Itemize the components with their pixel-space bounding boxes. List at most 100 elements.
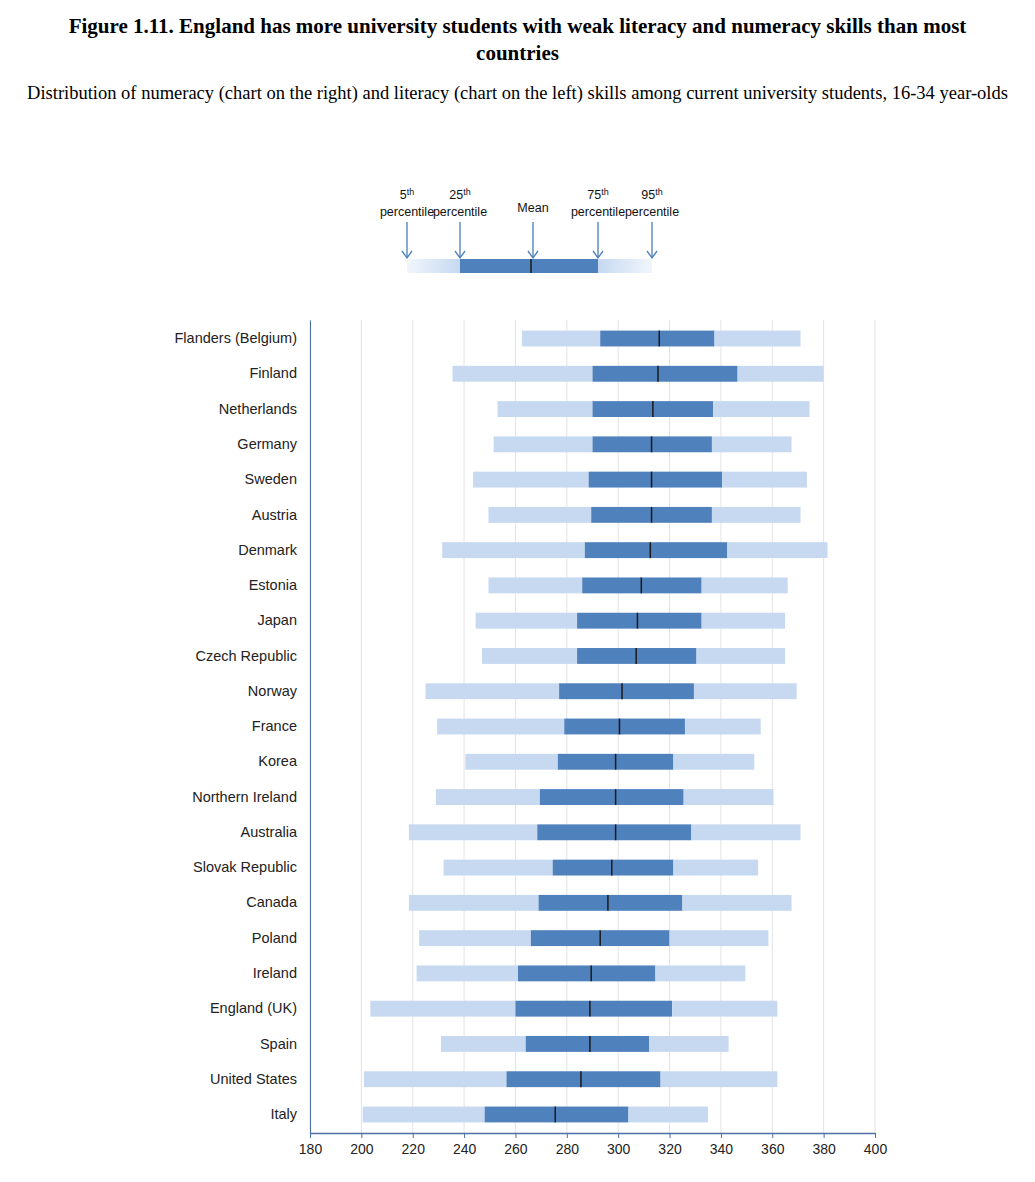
lower-tail: [497, 401, 592, 417]
lower-quartile-box: [577, 613, 637, 629]
lower-tail: [436, 789, 540, 805]
upper-tail: [727, 542, 827, 558]
tick: Australia: [241, 824, 310, 840]
legend-arrow: [406, 222, 407, 258]
tick-label: Slovak Republic: [193, 859, 297, 875]
legend-label: Mean: [517, 201, 548, 215]
tick-label: Ireland: [253, 965, 297, 981]
grid-line: [823, 320, 824, 1133]
upper-quartile-box: [600, 930, 669, 946]
tick: 380: [812, 1133, 836, 1157]
tick-label: United States: [210, 1071, 297, 1087]
grid-line: [310, 320, 311, 1133]
tick-mark: [464, 1133, 465, 1138]
lower-quartile-box: [558, 754, 616, 770]
tick-label: Australia: [241, 824, 298, 840]
tick-label: 260: [504, 1141, 528, 1157]
lower-quartile-box: [593, 401, 653, 417]
legend-arrow: [597, 222, 598, 258]
tick: Norway: [248, 683, 310, 699]
legend-swatch: [460, 259, 533, 273]
lower-tail: [522, 331, 600, 347]
upper-tail: [694, 683, 797, 699]
tick-label: England (UK): [210, 1000, 297, 1016]
legend-arrow: [593, 251, 603, 258]
tick: Estonia: [249, 577, 310, 593]
mean-line: [635, 648, 637, 664]
tick: 260: [504, 1133, 528, 1157]
lower-quartile-box: [540, 789, 616, 805]
mean-line: [657, 366, 659, 382]
tick-label: 200: [350, 1141, 374, 1157]
tick-label: Poland: [252, 930, 297, 946]
tick-label: Sweden: [245, 471, 297, 487]
tick-label: Germany: [237, 436, 297, 452]
tick: Ireland: [253, 965, 310, 981]
tick: 240: [453, 1133, 477, 1157]
legend-arrow: [455, 251, 465, 258]
tick-label: Italy: [270, 1106, 297, 1122]
mean-line: [615, 754, 617, 770]
lower-tail: [441, 1036, 526, 1052]
lower-tail: [409, 895, 539, 911]
tick-label: Norway: [248, 683, 298, 699]
tick-mark: [772, 1133, 773, 1138]
tick: Northern Ireland: [192, 789, 310, 805]
upper-tail: [712, 436, 792, 452]
lower-quartile-box: [564, 719, 619, 735]
tick-label: 380: [812, 1141, 836, 1157]
upper-tail: [685, 719, 761, 735]
upper-tail: [712, 507, 801, 523]
tick: 340: [710, 1133, 734, 1157]
tick-label: 300: [607, 1141, 631, 1157]
lower-quartile-box: [526, 1036, 590, 1052]
tick: 220: [402, 1133, 426, 1157]
mean-line: [590, 965, 592, 981]
lower-tail: [364, 1071, 507, 1087]
tick-mark: [618, 1133, 619, 1138]
tick: Italy: [270, 1106, 310, 1122]
tick-label: Austria: [252, 507, 298, 523]
tick-mark: [824, 1133, 825, 1138]
tick-label: Flanders (Belgium): [175, 330, 298, 346]
tick: 320: [658, 1133, 682, 1157]
lower-tail: [370, 1001, 515, 1017]
tick: Denmark: [238, 542, 310, 558]
tick-label: 280: [556, 1141, 580, 1157]
upper-tail: [673, 754, 754, 770]
tick-label: Japan: [257, 612, 297, 628]
mean-line: [599, 930, 601, 946]
upper-quartile-box: [590, 1001, 672, 1017]
tick: Sweden: [245, 471, 310, 487]
legend-label: 5thpercentile: [380, 187, 434, 219]
lower-quartile-box: [593, 366, 658, 382]
tick-mark: [721, 1133, 722, 1138]
tick: Poland: [252, 930, 310, 946]
lower-tail: [453, 366, 593, 382]
lower-quartile-box: [591, 507, 651, 523]
tick-mark: [413, 1133, 414, 1138]
upper-quartile-box: [652, 472, 723, 488]
tick-label: Finland: [249, 365, 297, 381]
mean-line: [607, 895, 609, 911]
upper-tail: [682, 895, 791, 911]
lower-quartile-box: [518, 965, 591, 981]
mean-line: [641, 577, 643, 593]
tick-mark: [361, 1133, 362, 1138]
mean-line: [637, 613, 639, 629]
upper-tail: [655, 965, 745, 981]
tick-mark: [875, 1133, 876, 1138]
tick-label: Estonia: [249, 577, 298, 593]
lower-quartile-box: [559, 683, 622, 699]
lower-quartile-box: [537, 824, 615, 840]
lower-tail: [444, 860, 553, 876]
mean-line: [650, 542, 652, 558]
legend-arrow: [459, 222, 460, 258]
upper-quartile-box: [652, 436, 712, 452]
upper-tail: [714, 331, 800, 347]
lower-tail: [419, 930, 531, 946]
tick: Spain: [260, 1036, 310, 1052]
legend-swatch: [533, 259, 598, 273]
mean-line: [615, 824, 617, 840]
lower-quartile-box: [531, 930, 600, 946]
